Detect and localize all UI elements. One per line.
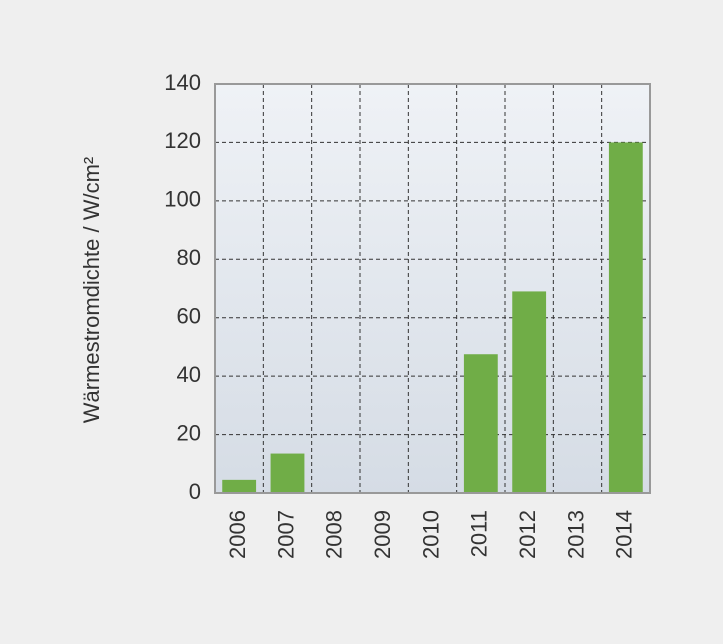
- plot-border: [214, 83, 651, 494]
- y-tick-label: 20: [177, 420, 201, 445]
- x-tick-label: 2009: [370, 510, 395, 559]
- x-tick-label: 2007: [273, 510, 298, 559]
- x-tick-label: 2011: [467, 510, 492, 557]
- bar: [463, 354, 498, 493]
- bar: [270, 453, 305, 493]
- x-tick-label: 2010: [418, 510, 443, 559]
- y-tick-label: 40: [177, 362, 201, 387]
- plot-area: [215, 84, 650, 493]
- bar: [222, 479, 257, 493]
- y-tick-label: 0: [189, 479, 201, 504]
- y-tick-label: 60: [177, 304, 201, 329]
- y-tick-label: 80: [177, 245, 201, 270]
- x-tick-label: 2008: [322, 510, 347, 559]
- y-tick-label: 120: [164, 128, 201, 153]
- x-tick-label: 2006: [225, 510, 250, 559]
- x-tick-label: 2012: [515, 510, 540, 559]
- bar: [608, 142, 643, 493]
- y-axis-title: Wärmestromdichte / W/cm²: [79, 157, 104, 423]
- y-tick-label: 100: [164, 187, 201, 212]
- x-tick-label: 2013: [563, 510, 588, 559]
- bar: [512, 291, 547, 493]
- x-tick-label: 2014: [612, 510, 637, 559]
- y-tick-label: 140: [164, 70, 201, 95]
